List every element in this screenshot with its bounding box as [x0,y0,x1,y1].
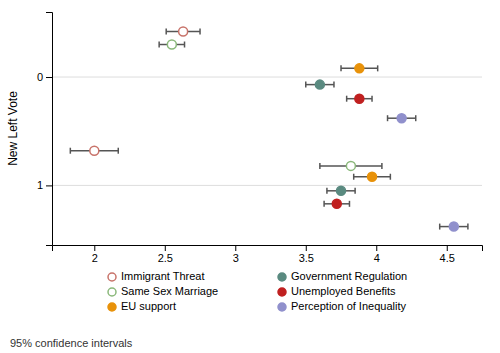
error-bar-cap [377,65,379,71]
point [368,172,377,181]
error-bar-cap [415,115,417,121]
legend-swatch [278,273,286,281]
error-bar-cap [184,42,186,48]
tick-mark [376,245,377,251]
tick-label: 3.5 [299,252,314,264]
tick-mark [235,245,236,251]
tick: 4.5 [440,245,455,264]
tick-label: 4 [374,252,380,264]
tick: 3.5 [299,245,314,264]
legend-swatch [278,303,286,311]
tick: 3 [233,245,239,264]
legend-label: EU support [121,300,176,312]
axis-line [46,13,53,246]
series [341,65,390,179]
error-bar-cap [118,148,120,154]
legend-item: Unemployed Benefits [278,285,396,297]
error-bar-cap [439,224,441,230]
legend-item: Government Regulation [278,270,407,282]
point [355,94,364,103]
error-bar-cap [390,174,392,180]
legend-label: Unemployed Benefits [291,285,396,297]
x-axis: 2 2.5 3 3.5 4 4.5 [53,245,483,264]
error-bar-cap [371,96,373,102]
axis-line [53,246,483,252]
point [337,186,346,195]
error-bar-cap [346,96,348,102]
point [355,64,364,73]
tick-mark [46,185,52,186]
tick-mark [46,77,52,78]
grid [52,77,482,185]
legend-item: Same Sex Marriage [108,285,218,297]
tick-mark [165,245,166,251]
tick-label: 4.5 [440,252,455,264]
tick: 4 [374,245,380,264]
error-bar-cap [319,163,321,169]
series [324,96,372,207]
legend: Immigrant Threat Same Sex Marriage EU supp… [108,270,407,312]
error-bar-cap [340,65,342,71]
legend-swatch [108,288,116,296]
tick-mark [306,245,307,251]
legend-swatch [108,273,116,281]
tick: 0 [37,71,52,83]
error-bar-cap [353,174,355,180]
error-bar-cap [323,201,325,207]
legend-label: Government Regulation [291,270,407,282]
error-bar-cap [199,29,201,35]
error-bar-cap [381,163,383,169]
plot: 22.533.544.501 [37,13,483,264]
error-bar-cap [165,29,167,35]
grid-line [52,77,482,78]
error-bar-cap [354,188,356,194]
point [315,80,324,89]
legend-swatch [108,303,116,311]
point [346,161,355,170]
tick: 2.5 [158,245,173,264]
error-bar-cap [305,82,307,88]
legend-label: Immigrant Threat [121,270,205,282]
error-bar-cap [333,82,335,88]
tick-mark [94,245,95,251]
legend-label: Same Sex Marriage [121,285,218,297]
legend-item: Perception of Inequality [278,300,406,312]
point [90,146,99,155]
tick: 1 [37,179,52,191]
error-bar-cap [467,224,469,230]
tick: 2 [92,245,98,264]
tick-label: 1 [37,179,43,191]
annotation: 95% confidence intervals [10,337,133,349]
tick-mark [447,245,448,251]
point [179,27,188,36]
point [332,199,341,208]
marks [70,27,468,231]
legend-item: EU support [108,300,176,312]
y-axis: 01 [37,13,53,246]
series [70,29,200,154]
tick-label: 0 [37,71,43,83]
grid-line [52,185,482,186]
y-axis-title: New Left Vote [6,91,20,166]
error-bar-cap [70,148,72,154]
error-bar-cap [387,115,389,121]
series [388,115,468,229]
legend-item: Immigrant Threat [108,270,205,282]
legend-swatch [278,288,286,296]
tick-label: 2.5 [158,252,173,264]
legend-label: Perception of Inequality [291,300,406,312]
error-bar-cap [326,188,328,194]
error-bar-cap [349,201,351,207]
point [167,40,176,49]
tick-label: 3 [233,252,239,264]
tick-label: 2 [92,252,98,264]
point [449,222,458,231]
chart: 22.533.544.501New Left VoteImmigrant Thr… [0,0,500,353]
error-bar-cap [158,42,160,48]
series [159,42,382,169]
point [397,114,406,123]
